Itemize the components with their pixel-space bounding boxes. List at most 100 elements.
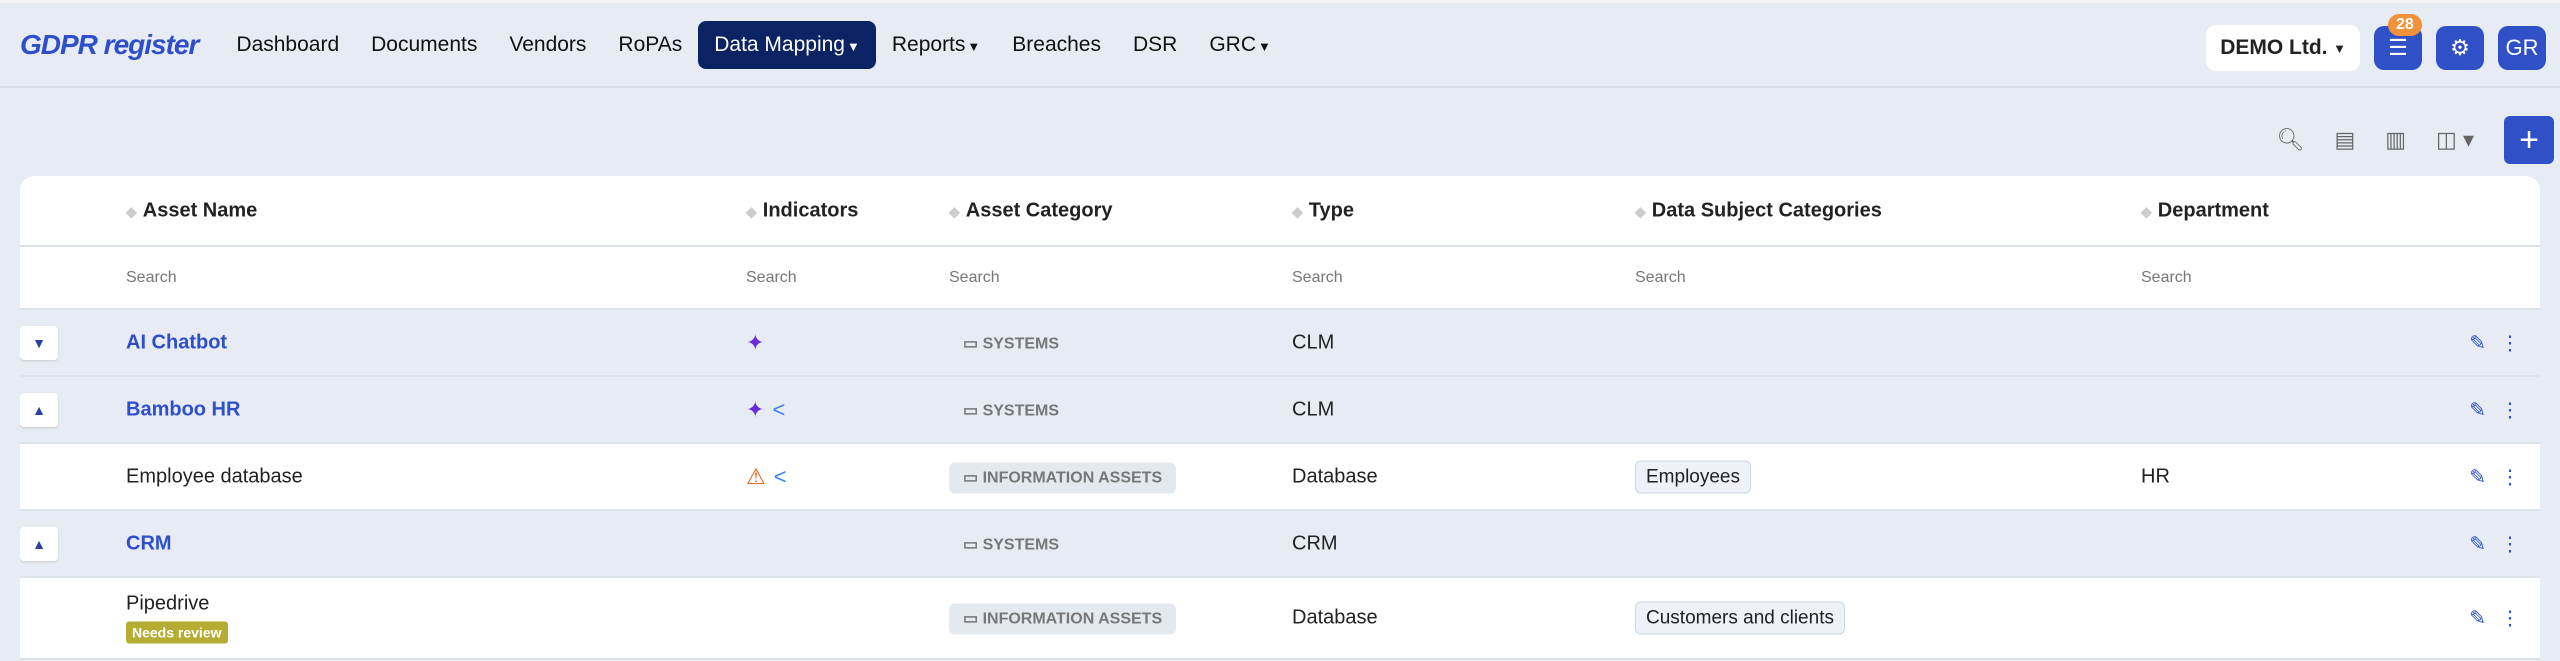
nav-dashboard[interactable]: Dashboard bbox=[220, 21, 355, 69]
sort-icon: ◆ bbox=[746, 203, 757, 219]
org-name: DEMO Ltd. bbox=[2220, 36, 2328, 59]
system-icon: ▭ bbox=[963, 402, 983, 419]
department: HR bbox=[2141, 465, 2170, 487]
assets-table: ◆ Asset Name ◆ Indicators ◆ Asset Category ◆ Ty… bbox=[20, 176, 2540, 660]
column-header[interactable]: ◆ Department bbox=[2141, 199, 2269, 222]
expand-toggle[interactable]: ▲ bbox=[20, 526, 58, 561]
type: Database bbox=[1292, 606, 1378, 629]
category-label: SYSTEMS bbox=[982, 335, 1060, 352]
folder-info-icon: ▭ bbox=[963, 469, 983, 486]
table-row[interactable]: ▼ AI Chatbot ✦ ▭ SYSTEMS CLM ✎ ⋮ bbox=[20, 310, 2540, 377]
more-vertical-icon[interactable]: ⋮ bbox=[2500, 399, 2520, 421]
nav-documents[interactable]: Documents bbox=[355, 21, 493, 69]
settings-button[interactable]: ⚙ bbox=[2436, 26, 2484, 70]
collapse-toggle[interactable]: ▼ bbox=[20, 325, 58, 360]
category-label: SYSTEMS bbox=[982, 402, 1060, 419]
nav-label: Reports bbox=[891, 32, 966, 56]
table-row[interactable]: Employee database ⚠ < ▭ INFORMATION ASSETS D… bbox=[20, 444, 2540, 511]
data-subject-chip: Employees bbox=[1635, 460, 1751, 493]
gear-icon: ⚙ bbox=[2450, 35, 2470, 60]
data-subject-chip: Customers and clients bbox=[1635, 601, 1845, 635]
column-header[interactable]: ◆ Asset Category bbox=[949, 199, 1113, 222]
add-button[interactable]: + bbox=[2504, 116, 2554, 164]
share-icon: < bbox=[772, 396, 786, 422]
column-label: Department bbox=[2157, 199, 2269, 221]
nav-dsr[interactable]: DSR bbox=[1117, 21, 1193, 69]
column-search-input[interactable]: Search bbox=[949, 268, 1000, 286]
sparkles-icon: ✦ bbox=[746, 329, 765, 355]
column-search-input[interactable]: Search bbox=[746, 268, 797, 286]
sort-icon: ◆ bbox=[1292, 203, 1303, 219]
edit-icon[interactable]: ✎ bbox=[2469, 466, 2486, 488]
asset-name[interactable]: Employee database bbox=[126, 465, 303, 487]
user-avatar[interactable]: GR bbox=[2498, 26, 2546, 70]
column-header[interactable]: ◆ Asset Name bbox=[126, 199, 257, 222]
expand-toggle[interactable]: ▲ bbox=[20, 392, 58, 427]
search-row: Search Search Search Search Search Search bbox=[20, 247, 2540, 310]
nav-vendors[interactable]: Vendors bbox=[493, 21, 602, 69]
category-tag: ▭ SYSTEMS bbox=[949, 328, 1073, 359]
sparkles-icon: ✦ bbox=[746, 396, 765, 422]
org-selector[interactable]: DEMO Ltd. ▼ bbox=[2206, 25, 2360, 71]
column-header[interactable]: ◆ Data Subject Categories bbox=[1635, 199, 1882, 222]
caret-down-icon: ▼ bbox=[846, 38, 860, 54]
column-search-input[interactable]: Search bbox=[1635, 268, 1686, 286]
export-pdf-icon[interactable]: ▥ bbox=[2385, 127, 2407, 152]
table-row[interactable]: ▲ Bamboo HR ✦ < ▭ SYSTEMS CLM ✎ ⋮ bbox=[20, 377, 2540, 444]
category-label: SYSTEMS bbox=[982, 536, 1060, 553]
column-header[interactable]: ◆ Indicators bbox=[746, 199, 858, 222]
column-search-input[interactable]: Search bbox=[2141, 268, 2192, 286]
column-label: Asset Category bbox=[965, 199, 1113, 221]
more-vertical-icon[interactable]: ⋮ bbox=[2500, 533, 2520, 555]
caret-down-icon: ▼ bbox=[967, 38, 981, 54]
type: CLM bbox=[1292, 331, 1335, 353]
nav-label: Breaches bbox=[1012, 32, 1101, 56]
more-vertical-icon[interactable]: ⋮ bbox=[2500, 466, 2520, 488]
asset-name[interactable]: Pipedrive bbox=[126, 592, 210, 615]
nav-ropas[interactable]: RoPAs bbox=[602, 21, 698, 69]
sort-icon: ◆ bbox=[949, 203, 960, 219]
asset-name[interactable]: Bamboo HR bbox=[126, 398, 241, 420]
nav-reports[interactable]: Reports ▼ bbox=[876, 21, 996, 69]
table-header: ◆ Asset Name ◆ Indicators ◆ Asset Category ◆ Ty… bbox=[20, 176, 2540, 247]
nav-breaches[interactable]: Breaches bbox=[996, 21, 1117, 69]
category-tag: ▭ SYSTEMS bbox=[949, 395, 1073, 426]
more-vertical-icon[interactable]: ⋮ bbox=[2500, 332, 2520, 354]
top-nav: GDPR register Dashboard Documents Vendors R… bbox=[0, 0, 2560, 88]
nav-label: Vendors bbox=[509, 32, 587, 56]
edit-icon[interactable]: ✎ bbox=[2469, 399, 2486, 421]
nav-label: DSR bbox=[1132, 32, 1178, 56]
type: CRM bbox=[1292, 532, 1338, 554]
sort-icon: ◆ bbox=[126, 203, 137, 219]
column-search-input[interactable]: Search bbox=[1292, 268, 1343, 286]
more-vertical-icon[interactable]: ⋮ bbox=[2500, 607, 2520, 630]
category-tag: ▭ INFORMATION ASSETS bbox=[949, 603, 1177, 635]
nav-grc[interactable]: GRC ▼ bbox=[1193, 21, 1287, 69]
category-label: INFORMATION ASSETS bbox=[982, 610, 1163, 628]
column-header[interactable]: ◆ Type bbox=[1292, 199, 1354, 222]
sort-icon: ◆ bbox=[1635, 203, 1646, 219]
edit-icon[interactable]: ✎ bbox=[2469, 607, 2486, 630]
edit-icon[interactable]: ✎ bbox=[2469, 533, 2486, 555]
needs-review-badge: Needs review bbox=[126, 621, 228, 644]
asset-name[interactable]: CRM bbox=[126, 532, 172, 554]
nav-data-mapping[interactable]: Data Mapping ▼ bbox=[698, 20, 876, 69]
column-label: Asset Name bbox=[142, 199, 258, 221]
share-icon: < bbox=[773, 463, 787, 489]
search-icon[interactable]: 🔍︎ bbox=[2276, 127, 2305, 152]
columns-icon[interactable]: ◫ ▾ bbox=[2436, 127, 2474, 152]
column-label: Indicators bbox=[762, 199, 859, 221]
nav-label: Data Mapping bbox=[714, 32, 845, 56]
column-search-input[interactable]: Search bbox=[126, 268, 177, 286]
asset-name[interactable]: AI Chatbot bbox=[126, 331, 228, 353]
logo[interactable]: GDPR register bbox=[20, 28, 199, 60]
folder-info-icon: ▭ bbox=[963, 610, 983, 628]
table-row[interactable]: ▲ CRM ▭ SYSTEMS CRM ✎ ⋮ bbox=[20, 511, 2540, 578]
edit-icon[interactable]: ✎ bbox=[2469, 332, 2486, 354]
checklist-icon: ☰ bbox=[2388, 35, 2408, 60]
nav-label: GRC bbox=[1209, 32, 1256, 56]
tasks-button[interactable]: ☰ 28 bbox=[2374, 14, 2422, 70]
table-row[interactable]: Pipedrive Needs review ▭ INFORMATION ASSET… bbox=[20, 578, 2540, 660]
caret-down-icon: ▼ bbox=[1258, 38, 1271, 54]
export-excel-icon[interactable]: ▤ bbox=[2334, 127, 2356, 152]
